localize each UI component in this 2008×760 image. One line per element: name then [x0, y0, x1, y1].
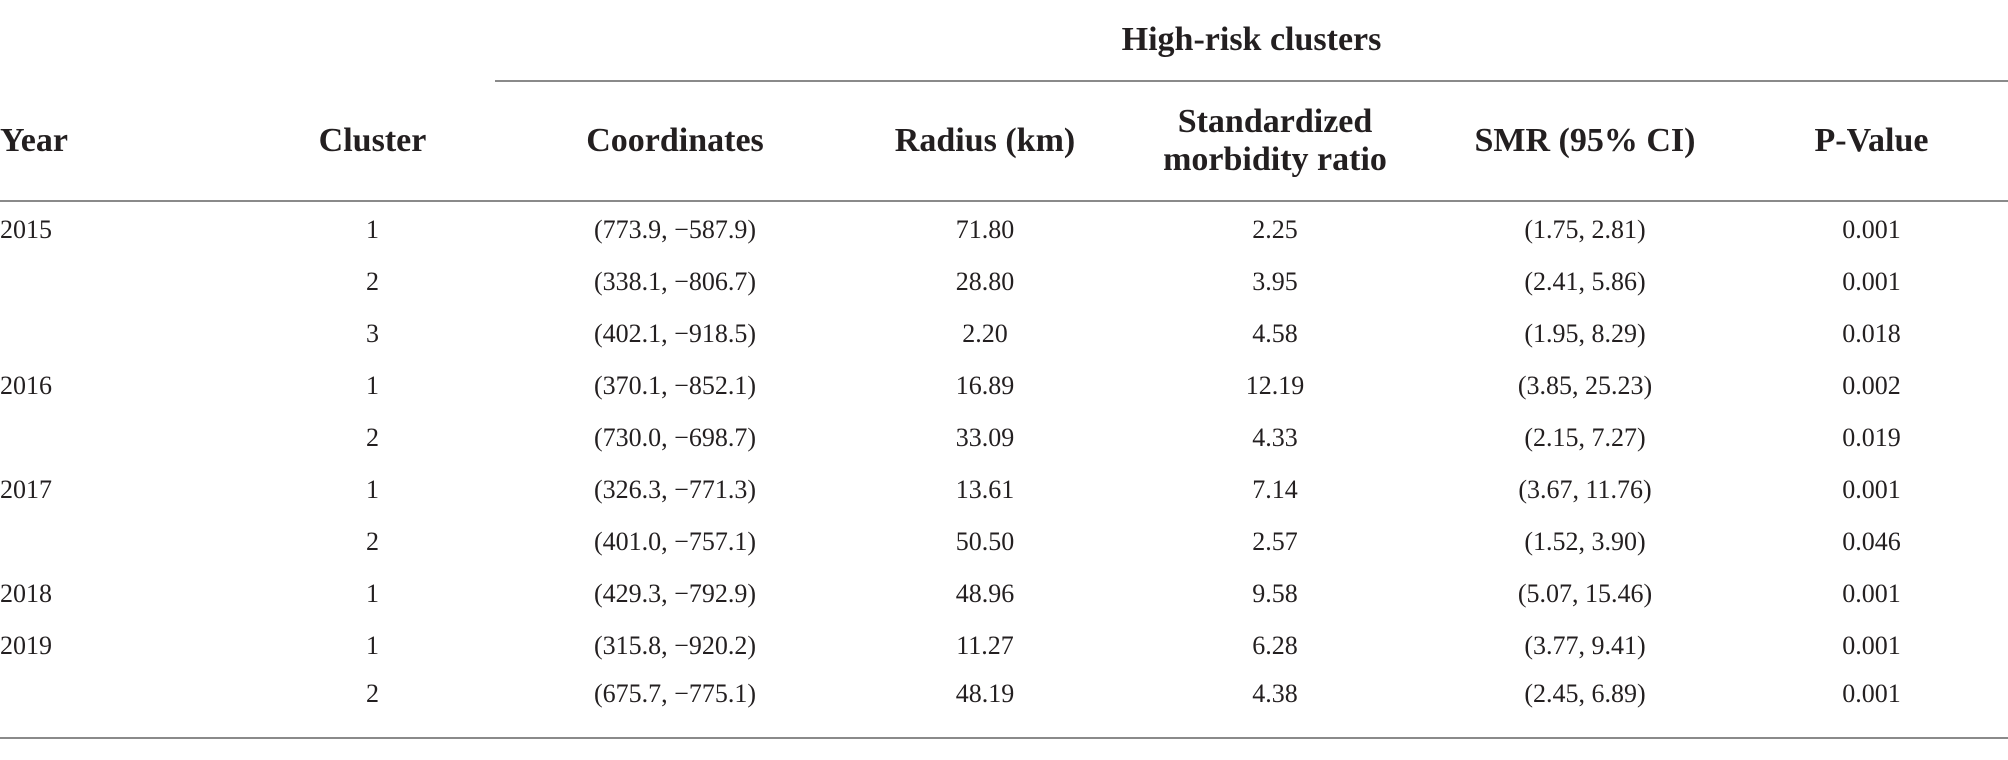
column-header-cluster: Cluster [250, 81, 495, 202]
cell-ci: (2.41, 5.86) [1524, 267, 1646, 296]
cell-cluster: 2 [250, 672, 495, 739]
cell-p-value: 0.001 [1842, 631, 1901, 660]
cell-smr: 4.33 [1252, 423, 1298, 452]
cell-radius: 50.50 [955, 527, 1015, 556]
table-row: 2 (730.0, −698.7) 33.09 4.33 (2.15, 7.27… [0, 412, 2008, 464]
cell-p-value: 0.001 [1842, 267, 1901, 296]
cell-smr: 2.57 [1252, 527, 1298, 556]
header-corner [0, 0, 495, 81]
cell-smr: 4.38 [1115, 672, 1435, 739]
table-row: 2016 1 (370.1, −852.1) 16.89 12.19 (3.85… [0, 360, 2008, 412]
cell-radius: 11.27 [956, 631, 1014, 660]
column-header-standardized-morbidity-ratio: Standardized morbidity ratio [1115, 81, 1435, 202]
cell-radius: 2.20 [962, 319, 1008, 348]
cell-p-value: 0.046 [1842, 527, 1901, 556]
cell-cluster: 2 [366, 527, 379, 556]
cell-p-value: 0.001 [1842, 579, 1901, 608]
header-row-group: High-risk clusters [0, 0, 2008, 82]
cell-coordinates: (401.0, −757.1) [594, 527, 756, 556]
cell-coordinates: (730.0, −698.7) [594, 423, 756, 452]
cell-coordinates: (315.8, −920.2) [594, 631, 756, 660]
cell-ci: (1.95, 8.29) [1524, 319, 1646, 348]
cell-coordinates: (370.1, −852.1) [594, 371, 756, 400]
table-row: 2019 1 (315.8, −920.2) 11.27 6.28 (3.77,… [0, 620, 2008, 672]
column-header-smr-line-1: Standardized [1177, 103, 1373, 140]
table-row: 2 (338.1, −806.7) 28.80 3.95 (2.41, 5.86… [0, 256, 2008, 308]
cell-coordinates: (429.3, −792.9) [594, 579, 756, 608]
cell-cluster: 2 [366, 423, 379, 452]
cell-cluster: 1 [366, 215, 379, 244]
column-header-smr-ci: SMR (95% CI) [1435, 81, 1735, 202]
cell-smr: 12.19 [1245, 371, 1305, 400]
cell-coordinates: (326.3, −771.3) [594, 475, 756, 504]
table-row: 2018 1 (429.3, −792.9) 48.96 9.58 (5.07,… [0, 568, 2008, 620]
cell-smr: 2.25 [1252, 215, 1298, 244]
cell-radius: 71.80 [955, 215, 1015, 244]
cell-ci: (3.77, 9.41) [1524, 631, 1646, 660]
cell-smr: 4.58 [1252, 319, 1298, 348]
table-row: 3 (402.1, −918.5) 2.20 4.58 (1.95, 8.29)… [0, 308, 2008, 360]
cell-p-value: 0.019 [1842, 423, 1901, 452]
table-body: 2015 1 (773.9, −587.9) 71.80 2.25 (1.75,… [0, 201, 2008, 739]
cell-smr: 3.95 [1252, 267, 1298, 296]
cell-year [0, 256, 250, 308]
header-row-columns: Year Cluster Coordinates Radius (km) Sta… [0, 81, 2008, 202]
cell-smr: 9.58 [1252, 579, 1298, 608]
cell-cluster: 1 [366, 579, 379, 608]
high-risk-clusters-table: High-risk clusters Year Cluster Coordina… [0, 0, 2008, 739]
cell-radius: 48.19 [855, 672, 1115, 739]
column-header-year: Year [0, 81, 250, 202]
cell-year: 2018 [0, 579, 52, 608]
cell-radius: 13.61 [955, 475, 1015, 504]
table-row: 2017 1 (326.3, −771.3) 13.61 7.14 (3.67,… [0, 464, 2008, 516]
cell-coordinates: (675.7, −775.1) [495, 672, 855, 739]
cell-year: 2017 [0, 475, 52, 504]
cell-ci: (1.75, 2.81) [1524, 215, 1646, 244]
cell-p-value: 0.001 [1842, 215, 1901, 244]
table-row: 2 (675.7, −775.1) 48.19 4.38 (2.45, 6.89… [0, 672, 2008, 739]
cell-p-value: 0.002 [1842, 371, 1901, 400]
cell-year [0, 672, 250, 739]
cell-year: 2019 [0, 631, 52, 660]
column-header-smr-line-2: morbidity ratio [1163, 141, 1387, 178]
cell-ci: (3.85, 25.23) [1517, 371, 1653, 400]
table-row: 2 (401.0, −757.1) 50.50 2.57 (1.52, 3.90… [0, 516, 2008, 568]
cell-radius: 16.89 [955, 371, 1015, 400]
cell-year [0, 412, 250, 464]
cell-cluster: 1 [366, 475, 379, 504]
cell-ci: (1.52, 3.90) [1524, 527, 1646, 556]
cell-cluster: 3 [366, 319, 379, 348]
cell-p-value: 0.018 [1842, 319, 1901, 348]
cell-coordinates: (773.9, −587.9) [594, 215, 756, 244]
cell-ci: (2.45, 6.89) [1435, 672, 1735, 739]
cell-year: 2016 [0, 371, 52, 400]
cell-p-value: 0.001 [1842, 475, 1901, 504]
cell-smr: 7.14 [1252, 475, 1298, 504]
cell-cluster: 2 [366, 267, 379, 296]
cell-coordinates: (338.1, −806.7) [594, 267, 756, 296]
group-header-high-risk-clusters: High-risk clusters [495, 0, 2008, 82]
cell-ci: (5.07, 15.46) [1517, 579, 1653, 608]
cell-year [0, 308, 250, 360]
column-header-radius: Radius (km) [855, 81, 1115, 202]
table-header: High-risk clusters Year Cluster Coordina… [0, 0, 2008, 202]
column-header-coordinates: Coordinates [495, 81, 855, 202]
cell-cluster: 1 [366, 371, 379, 400]
table-row: 2015 1 (773.9, −587.9) 71.80 2.25 (1.75,… [0, 201, 2008, 256]
cell-ci: (3.67, 11.76) [1518, 475, 1652, 504]
cell-ci: (2.15, 7.27) [1524, 423, 1646, 452]
cell-radius: 33.09 [955, 423, 1015, 452]
cell-year [0, 516, 250, 568]
column-header-p-value: P-Value [1735, 81, 2008, 202]
cell-radius: 28.80 [955, 267, 1015, 296]
cell-year: 2015 [0, 215, 52, 244]
cell-radius: 48.96 [955, 579, 1015, 608]
cell-cluster: 1 [366, 631, 379, 660]
cell-p-value: 0.001 [1735, 672, 2008, 739]
cell-coordinates: (402.1, −918.5) [594, 319, 756, 348]
cell-smr: 6.28 [1252, 631, 1298, 660]
